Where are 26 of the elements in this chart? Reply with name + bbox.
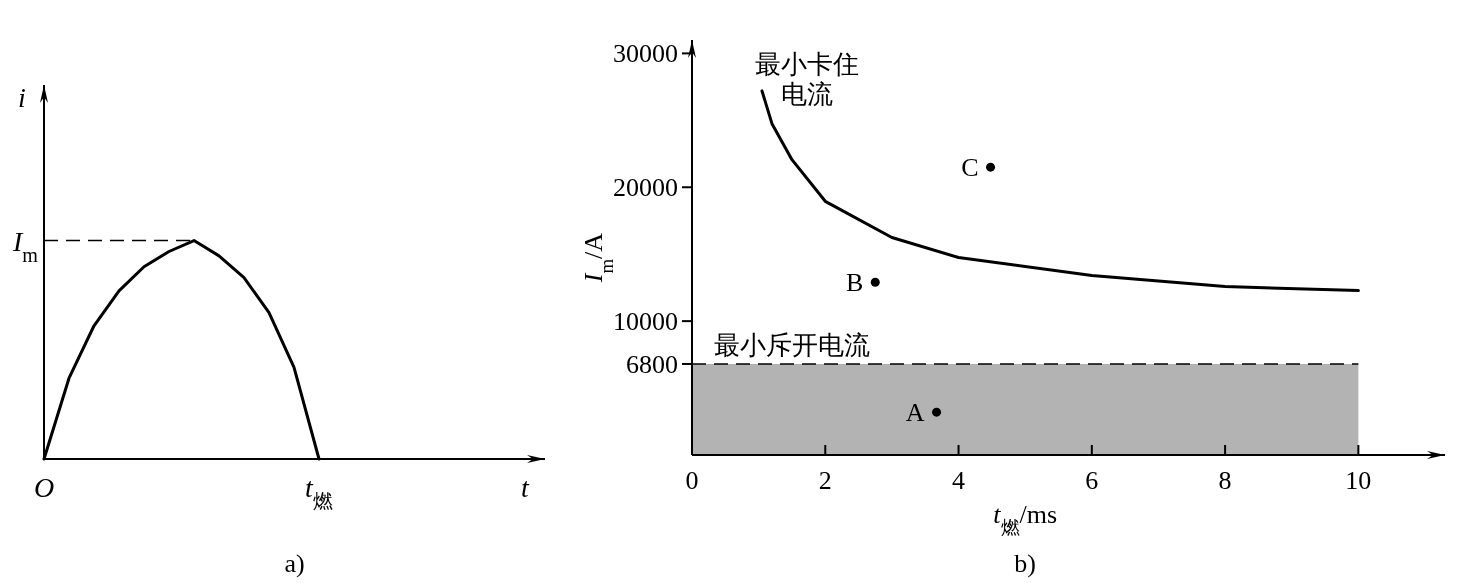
- legend-label: 最小卡住电流: [754, 49, 859, 109]
- x-axis-title: t$_{燃}$/ms: [993, 500, 1058, 538]
- annotation: C: [961, 153, 979, 183]
- y-tick-label: 20000: [613, 173, 678, 203]
- point: [986, 162, 996, 172]
- annotation: A: [905, 398, 925, 428]
- x-tick-label: 10: [1345, 466, 1372, 495]
- x-tick-label: 6: [1085, 466, 1099, 495]
- y-tick-label: 30000: [613, 39, 678, 69]
- ref-line-label: 最小斥开电流: [714, 330, 870, 360]
- x-tick-label: O: [33, 472, 55, 503]
- y-tick-label: 6800: [626, 349, 678, 379]
- text: a): [284, 549, 305, 578]
- x-tick-label: 8: [1218, 466, 1232, 495]
- x-tick-label: 0: [685, 466, 699, 495]
- text: b): [1014, 549, 1037, 578]
- x-tick-label: 4: [952, 466, 966, 495]
- annotation: B: [845, 268, 864, 298]
- y-axis-title: i: [18, 82, 26, 113]
- x-axis-title: t: [521, 472, 531, 503]
- point: [870, 277, 880, 287]
- y-tick-label: 10000: [613, 307, 678, 337]
- point: [932, 407, 942, 417]
- x-tick-label: 2: [818, 466, 832, 495]
- ref-line-label: I$_{m}$: [11, 225, 39, 266]
- x-tick-label: t$_{燃}$: [305, 472, 333, 512]
